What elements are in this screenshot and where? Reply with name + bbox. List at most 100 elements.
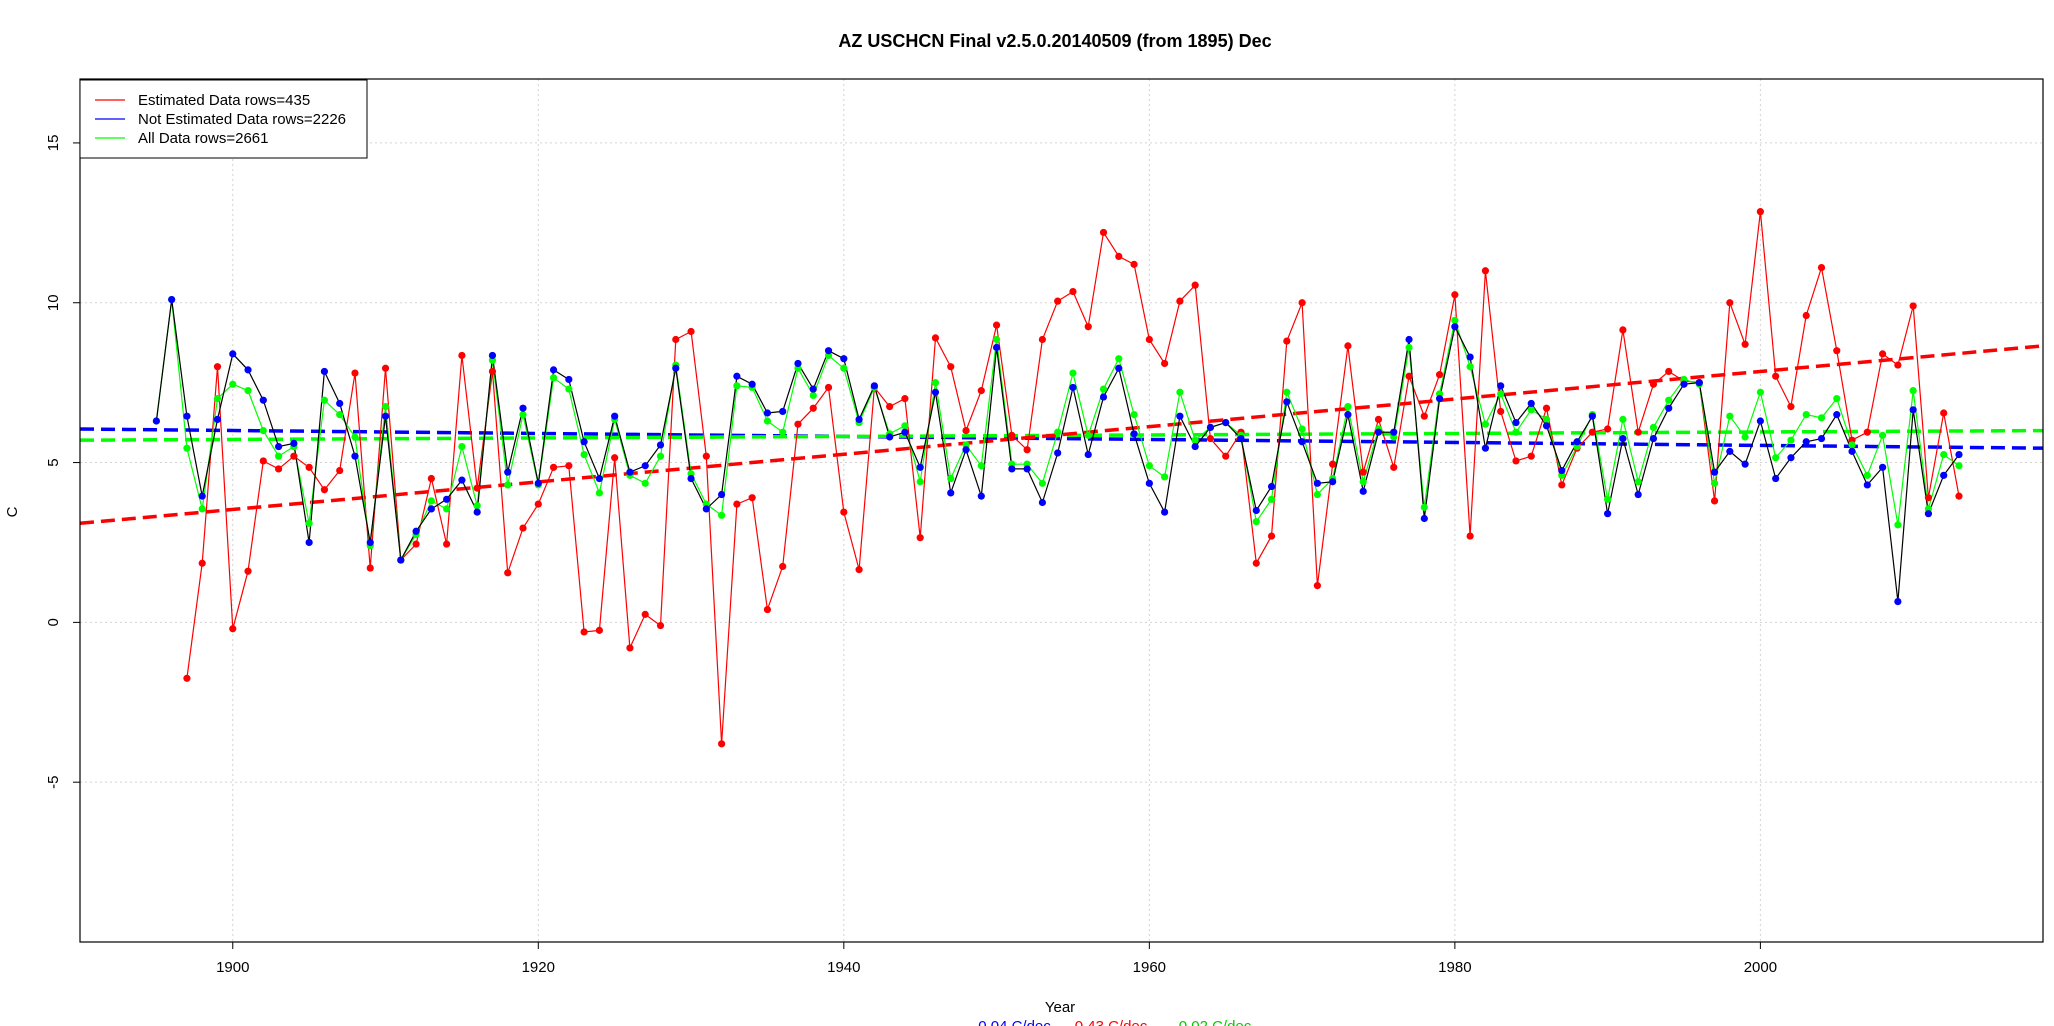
point-not-estimated — [305, 538, 313, 547]
point-not-estimated — [809, 385, 817, 393]
point-estimated — [1176, 297, 1184, 305]
point-not-estimated — [290, 439, 298, 447]
point-not-estimated — [901, 428, 909, 436]
point-not-estimated — [1726, 447, 1734, 455]
point-not-estimated — [1497, 382, 1505, 390]
point-not-estimated — [1710, 468, 1719, 476]
point-not-estimated — [1206, 423, 1215, 431]
point-not-estimated — [1940, 471, 1948, 479]
point-estimated — [779, 562, 787, 571]
point-estimated — [229, 625, 237, 633]
point-all — [1665, 396, 1673, 404]
point-estimated — [1222, 452, 1230, 460]
point-all — [427, 497, 435, 505]
point-not-estimated — [916, 463, 924, 471]
point-estimated — [549, 463, 558, 471]
x-axis: 1900 1920 1940 1960 1980 2000 — [216, 942, 1777, 976]
point-estimated — [718, 740, 726, 748]
point-not-estimated — [962, 446, 970, 454]
point-all — [1512, 428, 1520, 436]
point-not-estimated — [626, 468, 634, 476]
point-estimated — [1619, 326, 1627, 334]
point-estimated — [1054, 297, 1062, 305]
point-all — [1451, 316, 1459, 324]
point-all — [1604, 495, 1612, 503]
point-estimated — [290, 452, 298, 460]
point-not-estimated — [565, 375, 573, 384]
point-not-estimated — [1099, 393, 1108, 401]
point-all — [458, 442, 466, 451]
point-not-estimated — [1344, 411, 1352, 419]
point-estimated — [427, 474, 435, 483]
slope-label-estimated: 0.43 C/dec — [1075, 1018, 1148, 1026]
trend-line-all — [79, 428, 2044, 442]
point-not-estimated — [1451, 323, 1459, 331]
point-all — [1252, 518, 1260, 526]
point-estimated — [1313, 582, 1321, 590]
point-not-estimated — [580, 438, 588, 446]
point-not-estimated — [1772, 474, 1780, 483]
point-not-estimated — [1695, 379, 1703, 387]
point-not-estimated — [1374, 428, 1383, 436]
point-not-estimated — [687, 474, 695, 483]
point-estimated — [274, 465, 283, 473]
x-tick-label: 1980 — [1438, 959, 1471, 976]
point-not-estimated — [931, 388, 940, 396]
point-estimated — [504, 569, 512, 577]
y-tick-label: 0 — [45, 618, 62, 626]
point-estimated — [1512, 457, 1520, 465]
point-estimated — [1772, 372, 1780, 380]
point-estimated — [962, 426, 970, 435]
point-not-estimated — [595, 474, 603, 483]
point-estimated — [947, 363, 955, 371]
point-all — [977, 462, 985, 470]
point-estimated — [1940, 409, 1948, 417]
point-not-estimated — [183, 412, 191, 420]
point-all — [1099, 385, 1108, 393]
point-not-estimated — [886, 433, 894, 441]
point-not-estimated — [1008, 465, 1016, 473]
point-all — [1420, 503, 1428, 511]
point-not-estimated — [1802, 438, 1810, 446]
point-not-estimated — [1283, 398, 1291, 406]
point-all — [763, 417, 772, 425]
point-not-estimated — [336, 399, 344, 408]
point-estimated — [809, 404, 817, 412]
x-tick-label: 1920 — [522, 959, 555, 976]
point-all — [1115, 355, 1123, 363]
point-estimated — [916, 534, 924, 542]
point-estimated — [213, 363, 222, 371]
point-estimated — [1787, 403, 1795, 411]
point-all — [1802, 411, 1810, 419]
point-not-estimated — [1894, 597, 1902, 606]
point-all — [1405, 343, 1413, 352]
legend: Estimated Data rows=435 Not Estimated Da… — [79, 79, 368, 159]
point-all — [901, 422, 909, 430]
point-all — [1833, 395, 1841, 403]
point-estimated — [1008, 431, 1016, 439]
point-not-estimated — [1649, 434, 1658, 443]
x-tick-label: 2000 — [1744, 959, 1777, 976]
point-estimated — [1267, 532, 1276, 540]
point-estimated — [1191, 281, 1199, 289]
trend-lines — [79, 344, 2044, 526]
point-all — [809, 391, 817, 400]
point-all — [504, 481, 512, 489]
point-not-estimated — [504, 468, 512, 476]
point-not-estimated — [549, 366, 558, 374]
point-all — [1817, 414, 1826, 422]
point-all — [1344, 403, 1352, 411]
y-tick-label: 5 — [45, 458, 62, 466]
point-estimated — [656, 621, 665, 630]
point-estimated — [1374, 415, 1383, 424]
legend-label-all: All Data rows=2661 — [138, 130, 269, 147]
point-all — [1848, 441, 1856, 449]
point-all — [549, 374, 558, 382]
point-estimated — [794, 420, 802, 428]
point-not-estimated — [840, 355, 848, 363]
legend-label-estimated: Estimated Data rows=435 — [138, 92, 310, 109]
point-estimated — [1466, 532, 1474, 540]
point-estimated — [611, 454, 619, 462]
point-estimated — [1588, 428, 1596, 436]
point-not-estimated — [1038, 498, 1047, 507]
